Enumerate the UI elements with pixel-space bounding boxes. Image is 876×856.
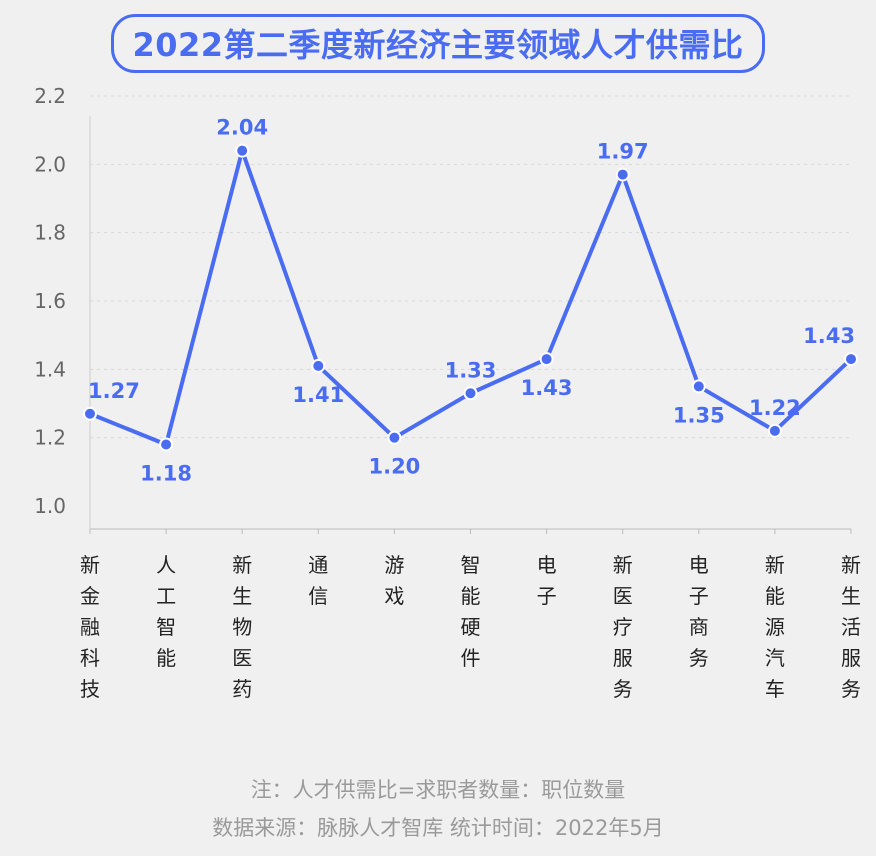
x-tick-label: 新医疗服务 [613, 553, 633, 701]
y-tick-label: 1.2 [34, 426, 66, 450]
data-label: 1.18 [140, 462, 192, 486]
x-tick-label: 新金融科技 [80, 553, 100, 701]
data-point [691, 379, 706, 394]
x-axis-labels: 新金融科技 人工智能 新生物医药 通信 游戏 智能硬件 电子 新医疗服务 电子商务 新能源汽车 新生… [80, 553, 861, 701]
data-point [387, 430, 402, 445]
data-label: 1.20 [368, 455, 420, 479]
data-labels: 1.27 1.18 2.04 1.41 1.20 1.33 1.43 1.97 1.35 1.22… [88, 116, 855, 486]
data-point [83, 406, 97, 421]
y-tick-label: 1.6 [34, 289, 66, 313]
data-point [539, 352, 554, 367]
data-label: 1.22 [749, 396, 801, 420]
grid-lines [90, 95, 851, 439]
series-line [89, 148, 853, 447]
x-tick-label: 智能硬件 [461, 553, 481, 670]
x-tick-label: 新能源汽车 [765, 553, 785, 701]
chart-title: 2022第二季度新经济主要领域人才供需比 [111, 14, 765, 73]
data-label: 1.41 [292, 383, 344, 407]
data-point [311, 358, 326, 373]
data-label: 1.27 [88, 379, 140, 403]
y-axis-ticks: 1.0 1.2 1.4 1.6 1.8 2.0 2.2 [34, 84, 66, 518]
data-point [235, 143, 250, 158]
y-tick-label: 1.8 [34, 221, 66, 245]
data-point [767, 423, 782, 438]
x-tick-label: 通信 [308, 553, 328, 608]
footer-note: 注：人才供需比=求职者数量：职位数量 [250, 778, 626, 802]
y-tick-label: 1.4 [34, 357, 66, 381]
x-tick-label: 电子 [537, 553, 557, 608]
data-point [159, 437, 174, 452]
footer-source: 数据来源：脉脉人才智库 统计时间：2022年5月 [212, 816, 664, 840]
x-tick-label: 新生物医药 [232, 553, 252, 701]
data-label: 1.33 [445, 358, 497, 382]
y-tick-label: 2.2 [34, 84, 66, 108]
data-point [615, 167, 630, 182]
data-points [83, 143, 858, 452]
y-tick-label: 2.0 [34, 152, 66, 176]
x-tick-label: 新生活服务 [841, 553, 861, 701]
x-axis [89, 116, 852, 534]
data-label: 2.04 [216, 116, 268, 140]
data-label: 1.97 [597, 140, 649, 164]
data-label: 1.43 [803, 324, 855, 348]
x-tick-label: 电子商务 [689, 553, 709, 670]
y-tick-label: 1.0 [34, 494, 66, 518]
data-point [844, 352, 858, 367]
x-tick-label: 游戏 [384, 553, 404, 608]
x-tick-label: 人工智能 [156, 553, 176, 670]
data-label: 1.35 [673, 403, 725, 427]
data-point [463, 386, 478, 401]
data-label: 1.43 [521, 376, 573, 400]
